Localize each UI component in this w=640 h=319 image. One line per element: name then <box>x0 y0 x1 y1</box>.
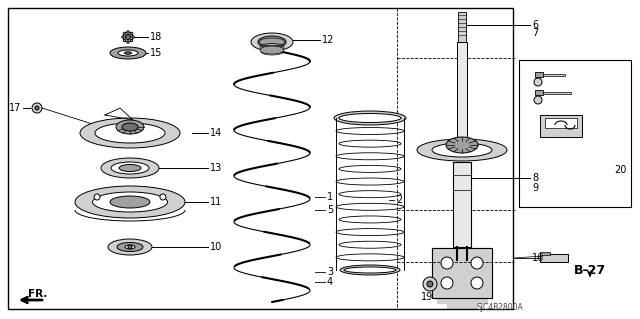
Bar <box>540 254 568 262</box>
Bar <box>432 248 492 298</box>
Circle shape <box>123 32 133 42</box>
Text: 12: 12 <box>322 35 334 45</box>
Ellipse shape <box>108 239 152 255</box>
Text: 9: 9 <box>532 183 538 193</box>
Ellipse shape <box>417 139 507 161</box>
Text: 10: 10 <box>210 242 222 252</box>
Circle shape <box>534 96 542 104</box>
Ellipse shape <box>446 137 478 153</box>
Text: 7: 7 <box>532 28 538 38</box>
Circle shape <box>94 194 100 200</box>
Ellipse shape <box>95 123 165 143</box>
Ellipse shape <box>110 196 150 208</box>
Circle shape <box>534 78 542 86</box>
Text: SJC4B2800A: SJC4B2800A <box>477 302 524 311</box>
Text: 11: 11 <box>210 197 222 207</box>
Ellipse shape <box>117 242 143 251</box>
Bar <box>543 74 565 76</box>
Ellipse shape <box>344 267 396 273</box>
Bar <box>535 72 543 77</box>
Ellipse shape <box>118 50 138 56</box>
Text: 4: 4 <box>327 277 333 287</box>
Polygon shape <box>432 248 492 308</box>
Bar <box>540 252 550 255</box>
Bar <box>8 8 513 309</box>
Circle shape <box>131 39 132 42</box>
Ellipse shape <box>101 158 159 178</box>
Ellipse shape <box>339 114 401 122</box>
Circle shape <box>128 245 132 249</box>
Text: 16: 16 <box>532 253 544 263</box>
Text: B-27: B-27 <box>574 263 606 277</box>
Bar <box>519 60 631 207</box>
Circle shape <box>471 257 483 269</box>
Circle shape <box>32 103 42 113</box>
Ellipse shape <box>111 162 149 174</box>
Circle shape <box>124 39 125 42</box>
Circle shape <box>131 32 132 35</box>
Ellipse shape <box>251 33 293 51</box>
Circle shape <box>132 36 134 38</box>
Text: FR.: FR. <box>28 289 47 299</box>
Circle shape <box>423 277 437 291</box>
Text: 20: 20 <box>614 165 626 175</box>
Circle shape <box>122 36 124 38</box>
Ellipse shape <box>93 192 168 212</box>
Text: 6: 6 <box>532 20 538 30</box>
Circle shape <box>125 34 131 40</box>
Ellipse shape <box>334 111 406 125</box>
Bar <box>535 90 543 95</box>
Ellipse shape <box>110 47 146 59</box>
Bar <box>458 12 466 42</box>
Circle shape <box>127 41 129 43</box>
Circle shape <box>160 194 166 200</box>
Ellipse shape <box>116 120 144 134</box>
Circle shape <box>441 277 453 289</box>
Ellipse shape <box>122 123 138 131</box>
Text: 3: 3 <box>327 267 333 277</box>
Bar <box>457 42 467 148</box>
Text: 8: 8 <box>532 173 538 183</box>
Ellipse shape <box>75 186 185 218</box>
Ellipse shape <box>125 52 131 54</box>
Bar <box>545 118 577 128</box>
Ellipse shape <box>119 165 141 172</box>
Text: 18: 18 <box>150 32 163 42</box>
Text: 5: 5 <box>327 205 333 215</box>
Circle shape <box>124 32 125 35</box>
Text: 15: 15 <box>150 48 163 58</box>
Ellipse shape <box>125 245 135 249</box>
Circle shape <box>471 277 483 289</box>
Text: 2: 2 <box>396 195 403 205</box>
Ellipse shape <box>80 118 180 148</box>
Bar <box>543 92 571 94</box>
Circle shape <box>127 31 129 33</box>
Text: 13: 13 <box>210 163 222 173</box>
Circle shape <box>35 106 39 110</box>
Circle shape <box>441 257 453 269</box>
Bar <box>453 162 471 247</box>
Ellipse shape <box>340 265 400 275</box>
Bar <box>540 115 582 137</box>
Text: 14: 14 <box>210 128 222 138</box>
Circle shape <box>427 281 433 287</box>
Ellipse shape <box>258 36 286 48</box>
Text: 17: 17 <box>8 103 21 113</box>
Text: 19: 19 <box>421 292 433 302</box>
Text: 1: 1 <box>327 192 333 202</box>
Ellipse shape <box>432 143 492 157</box>
Ellipse shape <box>260 46 284 54</box>
